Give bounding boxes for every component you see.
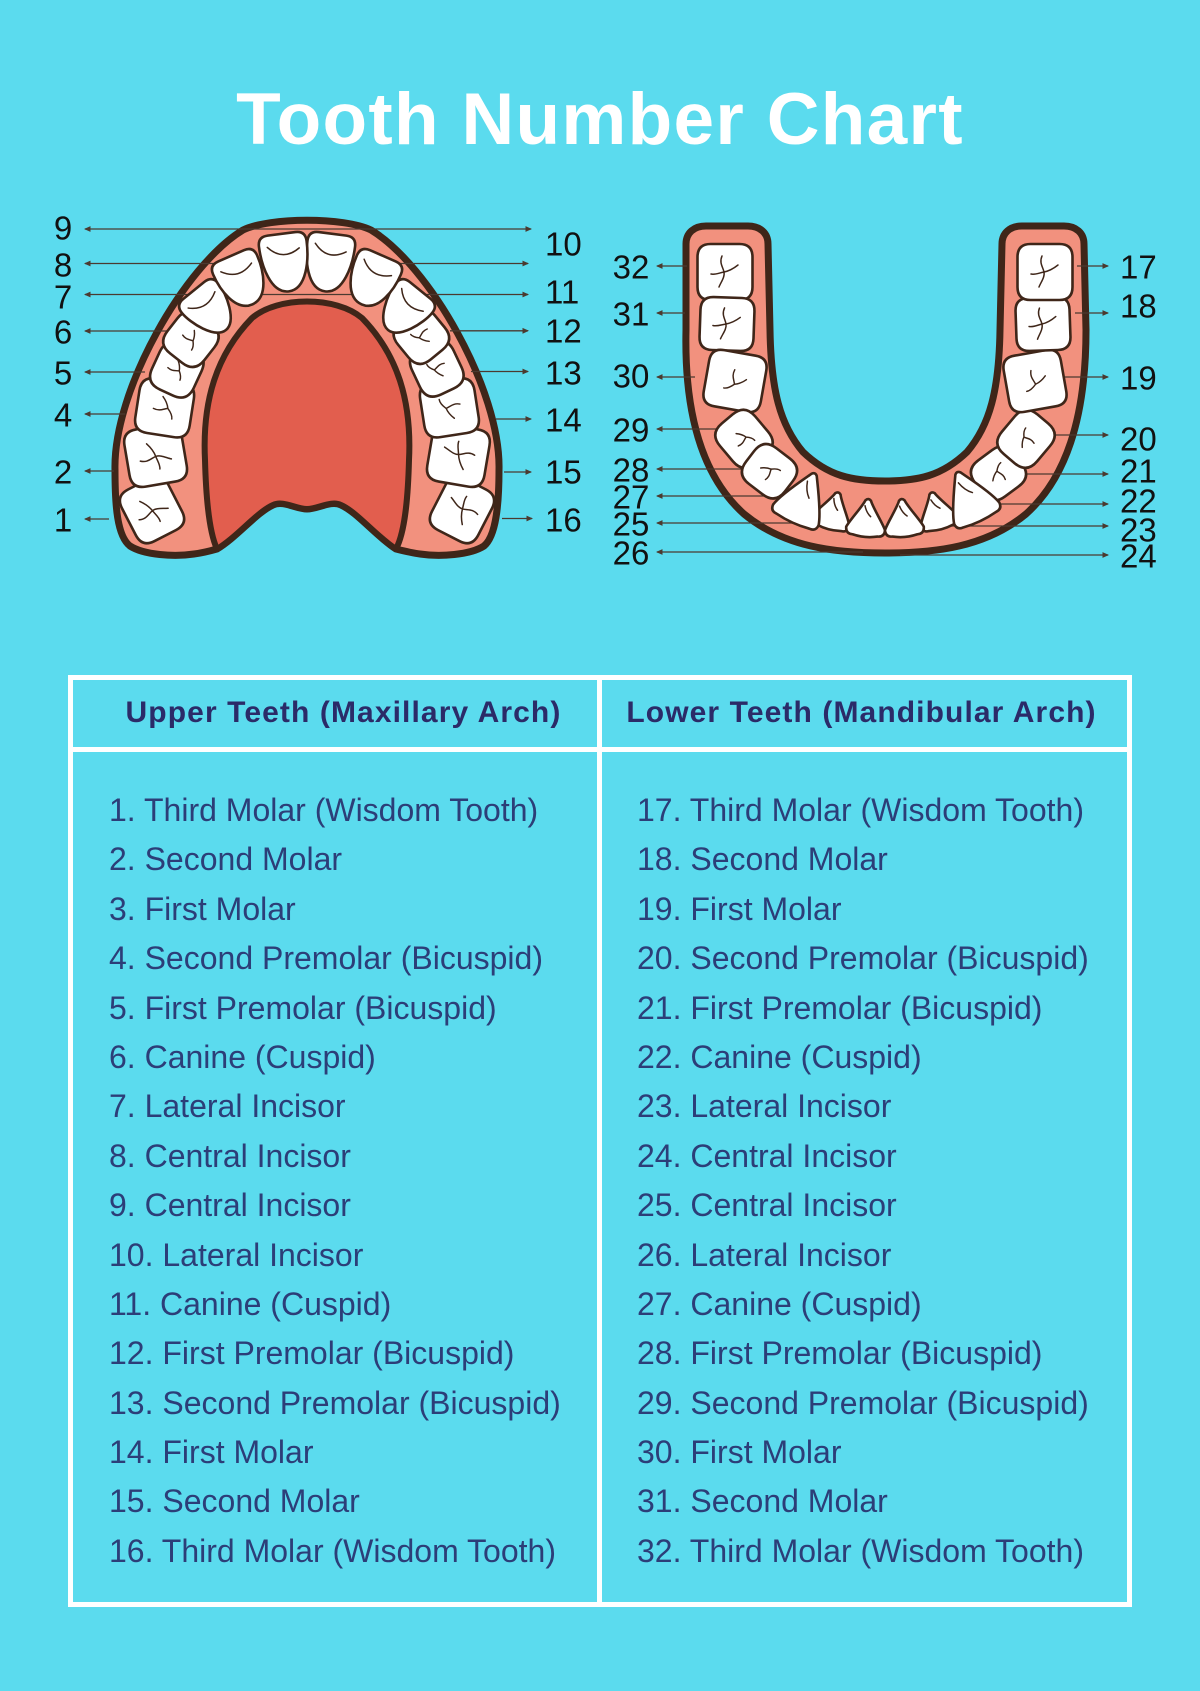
svg-text:28: 28 (613, 452, 650, 489)
svg-text:31: 31 (613, 296, 650, 333)
svg-text:26: 26 (613, 535, 650, 572)
svg-text:14: 14 (545, 402, 582, 439)
svg-text:7: 7 (54, 279, 72, 316)
svg-text:29: 29 (613, 412, 650, 449)
svg-text:5: 5 (54, 355, 72, 392)
svg-text:18: 18 (1120, 288, 1157, 325)
svg-text:27: 27 (613, 479, 650, 516)
svg-text:20: 20 (1120, 421, 1157, 458)
svg-text:17: 17 (1120, 249, 1157, 286)
svg-text:15: 15 (545, 454, 582, 491)
svg-text:23: 23 (1120, 512, 1157, 549)
svg-text:4: 4 (54, 397, 72, 434)
svg-text:1: 1 (54, 502, 72, 539)
svg-text:19: 19 (1120, 360, 1157, 397)
svg-text:22: 22 (1120, 483, 1157, 520)
svg-text:32: 32 (613, 249, 650, 286)
svg-text:11: 11 (545, 274, 579, 311)
svg-text:2: 2 (54, 454, 72, 491)
svg-text:6: 6 (54, 314, 72, 351)
svg-text:16: 16 (545, 502, 582, 539)
svg-text:30: 30 (613, 358, 650, 395)
svg-text:12: 12 (545, 313, 582, 350)
svg-text:24: 24 (1120, 538, 1157, 575)
svg-text:9: 9 (54, 210, 72, 247)
svg-text:10: 10 (545, 226, 582, 263)
svg-text:13: 13 (545, 355, 582, 392)
svg-text:25: 25 (613, 506, 650, 543)
svg-text:8: 8 (54, 247, 72, 284)
svg-text:21: 21 (1120, 453, 1157, 490)
